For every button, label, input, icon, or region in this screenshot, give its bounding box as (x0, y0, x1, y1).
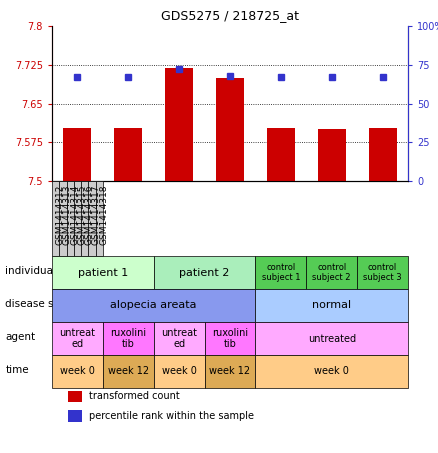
Text: untreated: untreated (307, 333, 356, 343)
Text: patient 1: patient 1 (78, 268, 128, 278)
Text: normal: normal (312, 300, 351, 310)
Text: percentile rank within the sample: percentile rank within the sample (89, 411, 254, 421)
Text: control
subject 2: control subject 2 (312, 263, 351, 282)
Bar (64, 128, 92, 181)
Text: alopecia areata: alopecia areata (110, 300, 197, 310)
Bar (267, 128, 295, 181)
Bar (114, 128, 142, 181)
Text: GSM1414316: GSM1414316 (85, 185, 94, 245)
Bar (216, 77, 244, 181)
Bar (52, 181, 59, 256)
Text: GSM1414318: GSM1414318 (99, 185, 108, 245)
Bar (318, 130, 346, 181)
Text: week 0: week 0 (60, 366, 95, 376)
Bar (68, 390, 82, 402)
Text: GSM1414315: GSM1414315 (78, 185, 86, 245)
Text: control
subject 1: control subject 1 (261, 263, 300, 282)
Bar (95, 181, 103, 256)
Bar (165, 68, 193, 181)
Bar (88, 181, 95, 256)
Text: week 12: week 12 (209, 366, 251, 376)
Text: untreat
ed: untreat ed (161, 328, 197, 349)
Bar (81, 181, 88, 256)
Text: patient 2: patient 2 (180, 268, 230, 278)
Bar (67, 181, 74, 256)
Text: ruxolini
tib: ruxolini tib (110, 328, 146, 349)
Text: disease state: disease state (5, 299, 75, 309)
Bar (59, 181, 67, 256)
Text: individual: individual (5, 266, 56, 276)
Text: transformed count: transformed count (89, 391, 180, 401)
Title: GDS5275 / 218725_at: GDS5275 / 218725_at (161, 9, 299, 22)
Text: ruxolini
tib: ruxolini tib (212, 328, 248, 349)
Text: agent: agent (5, 332, 35, 342)
Text: control
subject 3: control subject 3 (363, 263, 402, 282)
Text: GSM1414312: GSM1414312 (56, 185, 65, 245)
Text: GSM1414314: GSM1414314 (70, 185, 79, 245)
Text: GSM1414313: GSM1414313 (63, 185, 72, 245)
Bar (68, 410, 82, 422)
Text: time: time (5, 365, 29, 375)
Bar (74, 181, 81, 256)
Text: untreat
ed: untreat ed (60, 328, 95, 349)
Text: GSM1414317: GSM1414317 (92, 185, 101, 245)
Text: week 12: week 12 (108, 366, 149, 376)
Bar (369, 128, 396, 181)
Text: week 0: week 0 (162, 366, 197, 376)
Text: week 0: week 0 (314, 366, 349, 376)
